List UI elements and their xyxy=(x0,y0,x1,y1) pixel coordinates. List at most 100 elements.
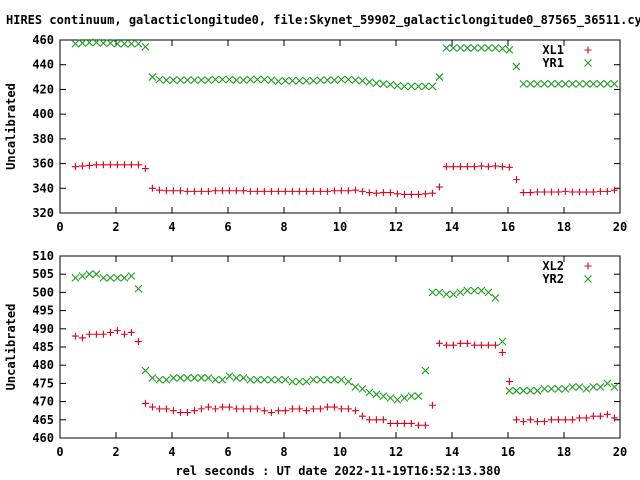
data-point xyxy=(393,419,401,427)
data-point xyxy=(197,405,205,413)
data-point xyxy=(337,375,346,384)
data-point xyxy=(505,163,513,171)
data-point xyxy=(169,76,178,85)
data-point xyxy=(211,75,220,84)
x-tick-label: 4 xyxy=(168,445,175,459)
data-point xyxy=(351,383,360,391)
data-point xyxy=(386,394,395,402)
data-point xyxy=(197,374,206,382)
data-point xyxy=(400,190,408,198)
data-point xyxy=(463,286,472,295)
data-point xyxy=(92,330,100,338)
data-point xyxy=(484,341,492,349)
data-point xyxy=(323,187,331,195)
data-point xyxy=(323,403,331,411)
data-point xyxy=(442,163,450,171)
y-tick-label: 485 xyxy=(32,340,54,354)
data-point xyxy=(519,79,528,88)
data-point xyxy=(239,374,248,382)
data-point xyxy=(477,162,485,170)
data-point xyxy=(113,273,122,282)
data-point xyxy=(176,374,185,382)
data-point xyxy=(316,76,325,85)
data-point xyxy=(596,383,605,391)
data-point xyxy=(456,44,465,52)
data-point xyxy=(134,338,142,346)
data-point xyxy=(190,76,199,85)
data-point xyxy=(512,416,520,424)
x-tick-label: 0 xyxy=(56,220,63,234)
data-point xyxy=(449,163,457,171)
data-point xyxy=(610,186,618,194)
data-point xyxy=(526,189,534,197)
data-point xyxy=(561,187,569,195)
data-point xyxy=(204,403,212,411)
data-point xyxy=(575,383,584,391)
data-point xyxy=(435,288,444,297)
data-point xyxy=(155,186,163,194)
data-point xyxy=(281,187,289,195)
data-point xyxy=(337,75,346,84)
x-tick-label: 12 xyxy=(389,445,403,459)
y-tick-label: 420 xyxy=(32,82,54,96)
y-tick-label: 360 xyxy=(32,157,54,171)
y-axis-label: Uncalibrated xyxy=(4,304,18,391)
data-point xyxy=(197,187,205,195)
data-point xyxy=(540,384,549,393)
data-point xyxy=(393,395,402,404)
data-point xyxy=(218,187,226,195)
data-point xyxy=(456,339,464,347)
data-point xyxy=(71,273,80,282)
data-point xyxy=(232,405,240,413)
data-point xyxy=(330,187,338,195)
data-point xyxy=(85,270,94,279)
data-point xyxy=(372,79,381,88)
data-point xyxy=(491,293,500,302)
data-point xyxy=(568,383,577,391)
data-point xyxy=(449,44,458,52)
data-point xyxy=(512,62,521,71)
x-tick-label: 6 xyxy=(224,445,231,459)
data-point xyxy=(526,386,535,395)
data-point xyxy=(155,75,164,84)
data-point xyxy=(127,39,136,48)
data-point xyxy=(540,418,548,426)
data-point xyxy=(309,405,317,413)
data-point xyxy=(148,403,156,411)
data-point xyxy=(379,392,388,401)
data-point xyxy=(407,190,415,198)
data-point xyxy=(477,286,486,295)
data-point xyxy=(575,188,583,196)
data-point xyxy=(463,163,471,171)
data-point xyxy=(218,75,227,84)
data-point xyxy=(218,403,226,411)
data-point xyxy=(589,383,598,391)
data-point xyxy=(547,384,556,393)
data-point xyxy=(162,187,170,195)
data-point xyxy=(134,161,142,169)
legend-label: XL2 xyxy=(542,259,564,273)
data-point xyxy=(449,290,458,299)
data-point xyxy=(330,403,338,411)
data-point xyxy=(519,189,527,197)
data-point xyxy=(421,421,429,429)
data-point xyxy=(211,187,219,195)
data-point xyxy=(162,375,171,384)
data-point xyxy=(316,405,324,413)
data-point xyxy=(372,390,381,399)
data-point xyxy=(302,407,310,415)
data-point xyxy=(484,163,492,171)
data-point xyxy=(141,165,149,173)
data-point xyxy=(498,163,506,171)
data-point xyxy=(190,374,199,382)
data-point xyxy=(582,188,590,196)
y-tick-label: 490 xyxy=(32,322,54,336)
data-point xyxy=(113,161,121,169)
data-point xyxy=(358,76,367,85)
x-tick-label: 6 xyxy=(224,220,231,234)
data-point xyxy=(351,186,359,194)
x-tick-label: 14 xyxy=(445,220,459,234)
data-point xyxy=(260,407,268,415)
series-yr2 xyxy=(71,270,619,404)
